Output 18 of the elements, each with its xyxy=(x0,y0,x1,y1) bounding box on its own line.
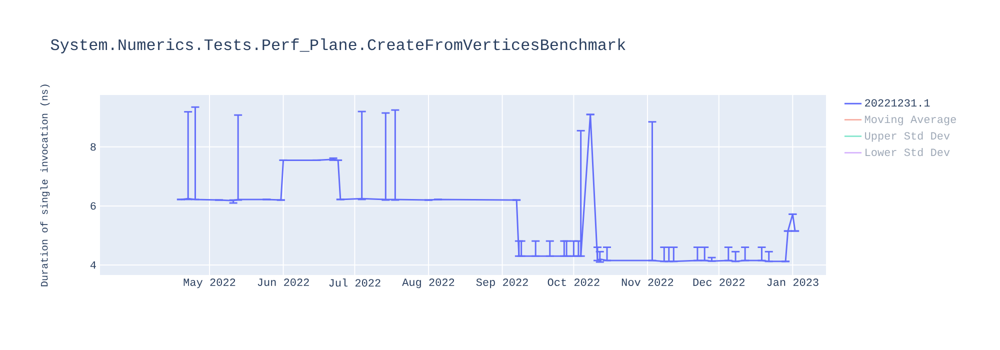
y-tick-label: 6 xyxy=(90,202,96,210)
x-tick-label: Sep 2022 xyxy=(476,278,528,288)
x-tick-label: Dec 2022 xyxy=(693,278,744,286)
legend-label: Lower Std Dev xyxy=(866,148,950,156)
legend-label: Moving Average xyxy=(864,115,956,126)
x-tick-label: Aug 2022 xyxy=(402,278,454,288)
x-tick-label: Jan 2023 xyxy=(767,278,818,286)
chart-title: System.Numerics.Tests.Perf_Plane.CreateFromVerticesBenchmark xyxy=(50,38,626,54)
x-tick-label: Jun 2022 xyxy=(258,278,309,286)
legend-label: 20221231.1 xyxy=(865,99,930,107)
x-tick-label: Oct 2022 xyxy=(548,278,600,286)
x-tick-label: Jul 2022 xyxy=(329,278,380,287)
y-tick-label: 4 xyxy=(90,261,96,269)
x-tick-label: May 2022 xyxy=(184,278,236,288)
x-tick-label: Nov 2022 xyxy=(622,278,674,286)
y-tick-label: 8 xyxy=(90,143,96,151)
legend-label: Upper Std Dev xyxy=(865,132,950,142)
y-axis-title: Duration of single invocation (ns) xyxy=(40,84,50,286)
